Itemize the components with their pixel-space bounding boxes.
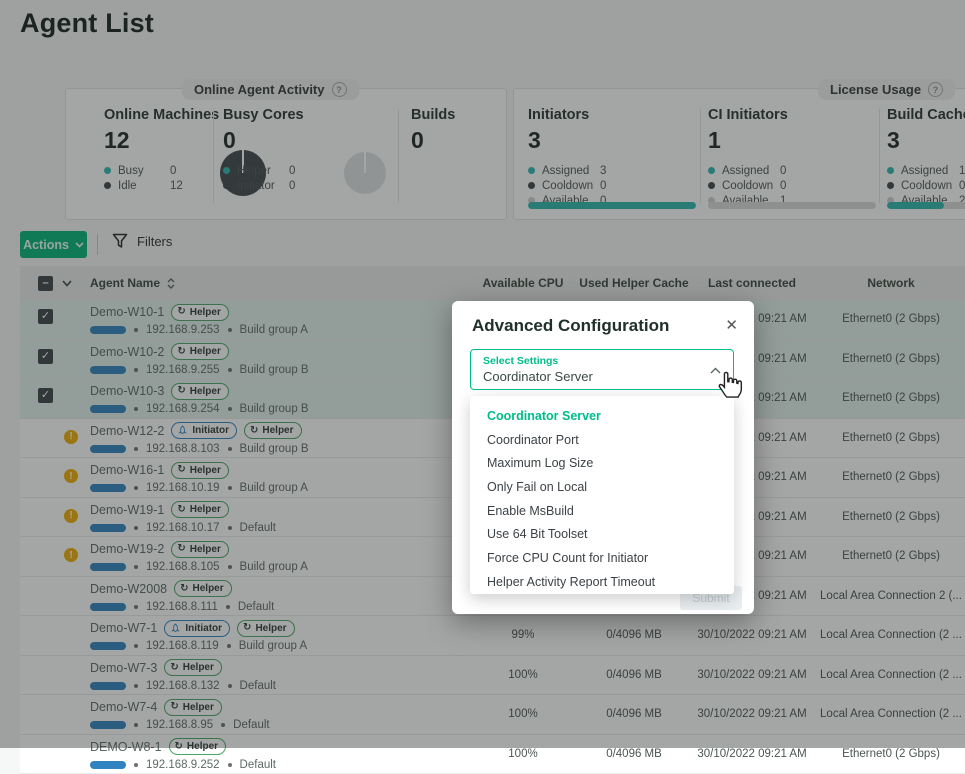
advanced-configuration-modal: Advanced Configuration ✕ Select Settings… <box>452 301 754 614</box>
agent-ip: 192.168.9.252 <box>146 759 220 771</box>
dot-separator <box>134 763 138 767</box>
select-settings-value: Coordinator Server <box>483 369 703 384</box>
modal-title: Advanced Configuration <box>472 316 669 336</box>
select-settings-dropdown[interactable]: Select Settings Coordinator Server <box>470 349 734 390</box>
settings-option[interactable]: Use 64 Bit Toolset <box>470 522 734 546</box>
settings-option[interactable]: Helper Activity Report Timeout <box>470 570 734 594</box>
settings-option[interactable]: Force CPU Count for Initiator <box>470 546 734 570</box>
hand-cursor-icon <box>716 366 746 400</box>
dot-separator <box>228 763 232 767</box>
settings-option[interactable]: Only Fail on Local <box>470 475 734 499</box>
settings-option[interactable]: Maximum Log Size <box>470 451 734 475</box>
settings-option[interactable]: Enable MsBuild <box>470 499 734 523</box>
settings-option[interactable]: Coordinator Port <box>470 428 734 452</box>
select-settings-label: Select Settings <box>483 355 703 367</box>
settings-option[interactable]: Coordinator Server <box>470 404 734 428</box>
cpu-usage-pill <box>90 761 126 769</box>
close-icon[interactable]: ✕ <box>725 316 738 334</box>
agent-group: Default <box>240 759 276 771</box>
